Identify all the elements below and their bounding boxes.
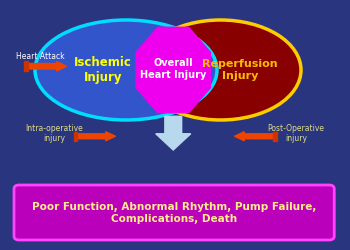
- Polygon shape: [136, 27, 210, 113]
- Ellipse shape: [140, 20, 301, 120]
- Bar: [74, 132, 77, 141]
- FancyArrow shape: [26, 62, 66, 71]
- Text: Poor Function, Abnormal Rhythm, Pump Failure,
Complications, Death: Poor Function, Abnormal Rhythm, Pump Fai…: [32, 202, 316, 224]
- Text: Ischemic
Injury: Ischemic Injury: [74, 56, 132, 84]
- Ellipse shape: [35, 20, 217, 120]
- FancyArrow shape: [75, 132, 116, 141]
- Bar: [273, 132, 276, 141]
- Text: Reperfusion
Injury: Reperfusion Injury: [202, 59, 278, 81]
- Text: Heart Attack: Heart Attack: [16, 52, 64, 61]
- Text: Overall
Heart Injury: Overall Heart Injury: [140, 58, 206, 80]
- Text: Intra-operative
injury: Intra-operative injury: [25, 124, 83, 144]
- Bar: [25, 62, 28, 71]
- FancyBboxPatch shape: [14, 185, 334, 240]
- FancyArrow shape: [156, 116, 191, 150]
- Text: Post-Operative
injury: Post-Operative injury: [267, 124, 324, 144]
- FancyArrow shape: [234, 132, 275, 141]
